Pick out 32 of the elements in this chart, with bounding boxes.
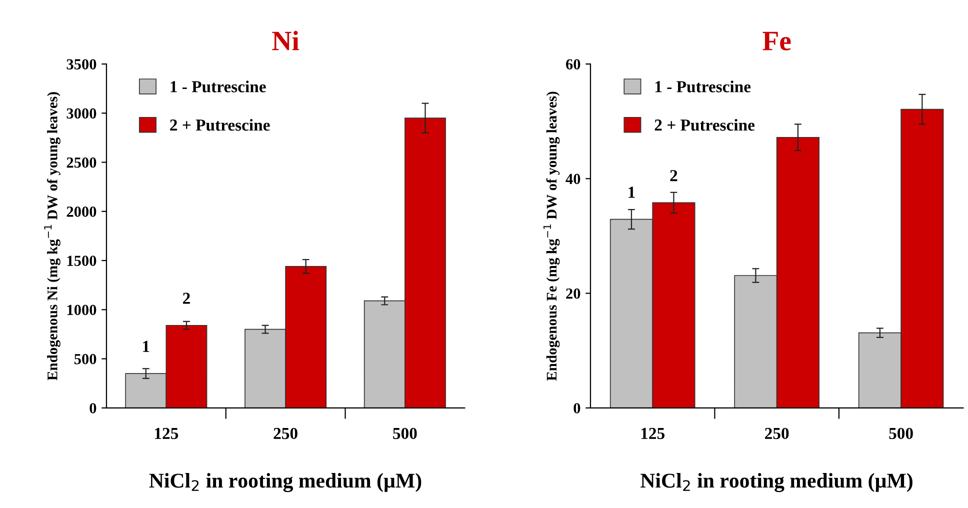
legend-label: 2 + Putrescine (170, 118, 270, 131)
y-tick-label: 2500 (66, 157, 96, 168)
y-tick-label: 500 (74, 354, 96, 364)
legend-label: 2 + Putrescine (654, 118, 755, 131)
y-tick-label: 1000 (67, 304, 96, 316)
x-axis-title: NiCl$_{2}$ in rooting medium (µM) (640, 473, 912, 492)
annotation: 1 (143, 340, 150, 352)
y-tick-label: 0 (90, 403, 96, 414)
x-tick-label: 250 (274, 428, 298, 440)
chart-title: Fe (762, 32, 791, 50)
annotation: 1 (628, 186, 635, 198)
y-tick-label: 3000 (66, 108, 96, 119)
legend-label: 1 - Putrescine (655, 80, 751, 92)
annotation: 2 (183, 292, 190, 304)
x-tick-label: 250 (765, 428, 789, 440)
annotation: 2 (670, 170, 678, 182)
y-tick-label: 20 (566, 288, 580, 299)
y-axis-title: Endogenous Ni (mg kg$^{−1}$ DW of young leaves) (44, 92, 60, 380)
y-axis-title: Endogenous Fe (mg kg$^{−1}$ DW of young leaves) (543, 92, 560, 381)
x-tick-label: 500 (393, 428, 417, 440)
x-tick-label: 125 (155, 428, 178, 440)
y-tick-label: 1500 (67, 256, 96, 266)
x-axis-title: NiCl$_{2}$ in rooting medium (µM) (149, 473, 422, 492)
y-tick-label: 0 (574, 403, 580, 414)
y-tick-label: 40 (566, 174, 580, 184)
x-tick-label: 125 (641, 428, 664, 440)
y-tick-label: 60 (566, 59, 580, 70)
legend-label: 1 - Putrescine (170, 80, 266, 92)
y-tick-label: 2000 (66, 206, 96, 217)
y-tick-label: 3500 (66, 59, 96, 70)
chart-title: Ni (272, 30, 300, 50)
x-tick-label: 500 (889, 428, 913, 440)
